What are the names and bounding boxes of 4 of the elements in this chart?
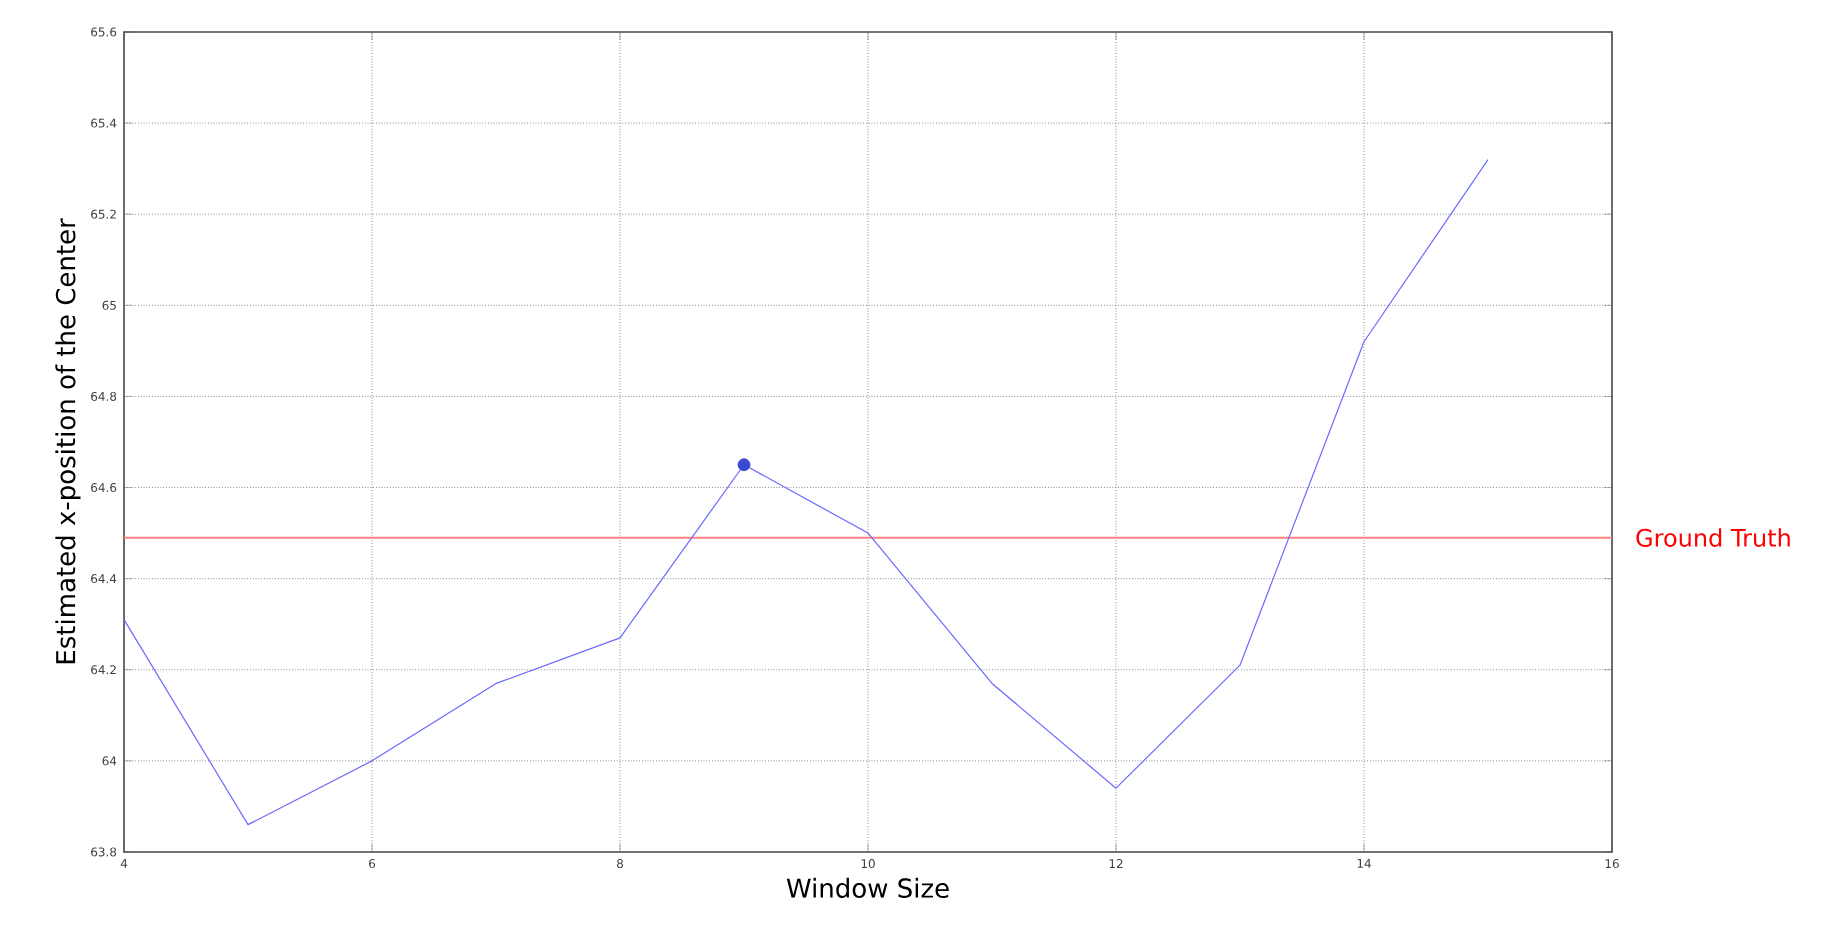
y-axis-title: Estimated x-position of the Center [55,218,81,664]
ref-line-label: Ground Truth [1636,528,1790,547]
x-axis-title: Window Size [786,877,949,898]
line-series [123,158,1489,826]
